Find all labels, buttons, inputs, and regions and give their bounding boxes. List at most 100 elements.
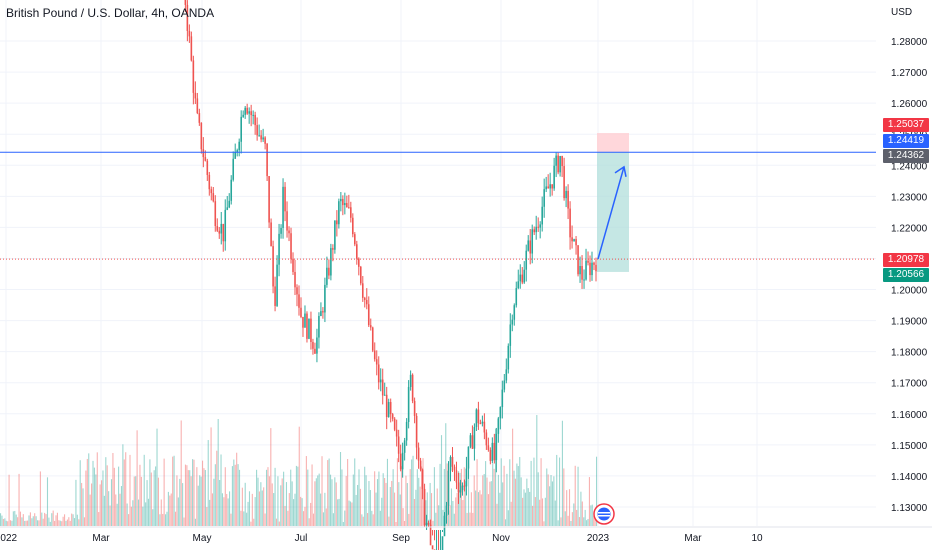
volume-bar <box>237 464 239 526</box>
volume-bar <box>89 494 91 526</box>
candle-body <box>242 114 244 117</box>
candle-body <box>513 305 516 320</box>
candle-body <box>579 266 581 275</box>
volume-bar <box>302 511 305 526</box>
volume-bar <box>402 508 404 526</box>
volume-bar <box>95 474 97 526</box>
volume-bar <box>541 498 544 526</box>
candle-body <box>320 311 322 317</box>
volume-bar <box>519 457 521 526</box>
candle-body <box>212 193 215 202</box>
time-axis[interactable]: 2022 Mar May Jul Sep Nov 2023 Mar 10 <box>0 526 932 544</box>
y-tick-label: 1.20000 <box>891 286 928 297</box>
candle-body <box>417 447 420 461</box>
candle-body <box>545 186 547 190</box>
candle-body <box>350 207 352 218</box>
volume-bar <box>328 458 330 526</box>
candle-body <box>505 369 508 381</box>
volume-bar <box>227 498 229 526</box>
volume-bar <box>507 510 509 526</box>
candle-body <box>352 217 354 235</box>
candle-body <box>403 440 406 453</box>
volume-bar <box>398 482 400 526</box>
candle-body <box>220 223 223 234</box>
volume-bar <box>359 488 361 526</box>
volume-bar <box>489 481 491 526</box>
volume-bar <box>425 500 427 526</box>
volume-bar <box>335 482 337 526</box>
volume-bar <box>590 505 592 526</box>
take-profit-zone[interactable] <box>597 152 629 272</box>
us-flag-event-icon[interactable] <box>593 503 615 525</box>
volume-bar <box>492 463 494 526</box>
candle-body <box>232 158 235 180</box>
volume-bar <box>549 486 551 526</box>
volume-bar <box>145 502 147 526</box>
candle-body <box>451 456 454 467</box>
volume-bar <box>207 440 209 526</box>
volume-bar <box>580 491 582 526</box>
volume-bar <box>213 478 215 526</box>
volume-bar <box>8 474 10 526</box>
target-line-label: 1.24419 <box>883 134 929 148</box>
volume-bar <box>251 493 253 526</box>
volume-bar <box>388 516 390 526</box>
volume-bar <box>561 420 563 526</box>
candle-body <box>290 233 292 259</box>
volume-bar <box>44 512 46 526</box>
volume-bar <box>277 476 279 526</box>
candle-body <box>306 313 308 339</box>
volume-bar <box>7 521 9 526</box>
volume-bar <box>55 515 57 526</box>
volume-bar <box>364 466 366 526</box>
candle-body <box>363 297 366 300</box>
volume-bar <box>596 456 598 526</box>
candle-body <box>469 435 472 447</box>
volume-bar <box>4 518 6 526</box>
volume-bar <box>522 497 524 526</box>
volume-bar <box>593 515 595 526</box>
volume-bar <box>180 420 182 526</box>
volume-bar <box>46 477 49 526</box>
volume-bar <box>187 470 189 526</box>
volume-bar <box>223 497 225 526</box>
volume-bar <box>75 479 77 526</box>
x-tick-label: Nov <box>492 533 510 544</box>
volume-bar <box>337 499 339 526</box>
volume-bar <box>312 513 315 526</box>
volume-bar <box>52 510 54 526</box>
candle-body <box>415 415 418 448</box>
volume-bar <box>2 518 4 526</box>
volume-bar <box>253 518 255 526</box>
volume-bar <box>510 501 512 526</box>
y-tick-label: 1.15000 <box>891 441 928 452</box>
projection-arrow[interactable] <box>597 166 625 260</box>
x-tick-label: Mar <box>92 533 110 544</box>
volume-bar <box>241 487 243 526</box>
volume-bar <box>68 517 70 526</box>
candle-body <box>467 446 470 469</box>
volume-bar <box>32 516 34 526</box>
volume-bar <box>470 492 472 526</box>
volume-bar <box>139 464 141 526</box>
volume-bar <box>563 468 565 526</box>
volume-bar <box>88 453 90 526</box>
volume-bar <box>257 477 259 526</box>
volume-bar <box>183 517 185 526</box>
drawing-lines[interactable] <box>0 151 876 525</box>
candle-body <box>210 189 213 194</box>
volume-bar <box>118 466 120 526</box>
volume-bar <box>220 454 222 526</box>
volume-bar <box>260 482 262 526</box>
candle-body <box>447 470 450 506</box>
candle-body <box>397 436 400 454</box>
long-position-tool[interactable] <box>597 133 629 272</box>
volume-bar <box>516 463 518 526</box>
candle-body <box>537 226 539 228</box>
volume-bar <box>421 466 423 526</box>
y-tick-label: 1.28000 <box>891 37 928 48</box>
volume-bar <box>530 460 532 526</box>
volume-bar <box>278 521 280 526</box>
stop-loss-zone[interactable] <box>597 133 629 153</box>
